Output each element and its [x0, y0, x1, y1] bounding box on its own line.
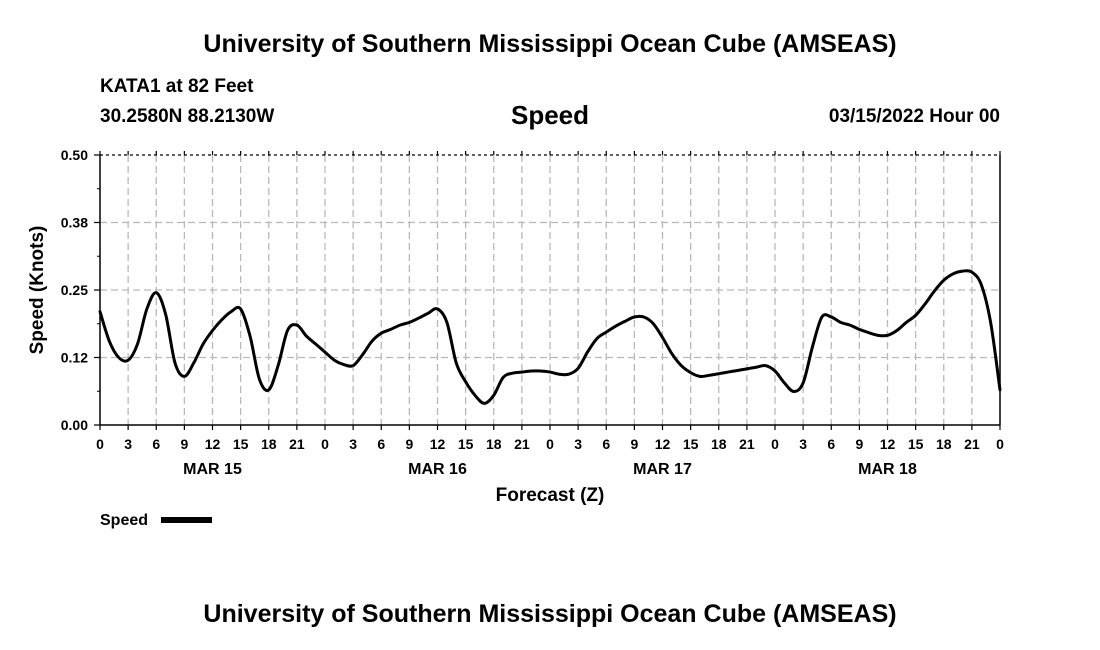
- x-tick-label: 0: [546, 436, 554, 452]
- x-tick-label: 6: [602, 436, 610, 452]
- day-label: MAR 17: [633, 461, 692, 478]
- x-tick-label: 18: [486, 436, 502, 452]
- x-tick-labels: 0 3 6 9 12 15 18 21 0 3 6 9 12 15 18 21 0 3 6 9 12 15 18 21 0 3 6 9…: [96, 436, 1004, 452]
- variable-title: Speed: [510, 100, 590, 130]
- x-tick-label: 6: [377, 436, 385, 452]
- legend: Speed: [100, 512, 212, 529]
- x-tick-label: 0: [771, 436, 779, 452]
- x-tick-label: 0: [321, 436, 329, 452]
- station-name: KATA1 at 82 Feet: [100, 76, 254, 97]
- x-tick-label: 12: [655, 436, 671, 452]
- x-tick-label: 12: [205, 436, 221, 452]
- x-tick-label: 12: [880, 436, 896, 452]
- x-tick-label: 18: [711, 436, 727, 452]
- x-tick-label: 15: [683, 436, 699, 452]
- x-tick-label: 3: [799, 436, 807, 452]
- y-tick-label: 0.38: [61, 215, 88, 231]
- y-tick-label: 0.00: [61, 417, 88, 433]
- x-tick-label: 21: [739, 436, 755, 452]
- x-tick-label: 6: [827, 436, 835, 452]
- speed-chart: 0.00 0.12 0.25 0.38 0.50 0 3 6 9 12 15 18 21 0 3 6 9 12 1…: [27, 147, 1004, 529]
- x-tick-label: 9: [405, 436, 413, 452]
- x-tick-label: 9: [855, 436, 863, 452]
- x-tick-label: 21: [289, 436, 305, 452]
- x-tick-label: 15: [908, 436, 924, 452]
- y-axis-label: Speed (Knots): [27, 226, 48, 355]
- x-tick-label: 12: [430, 436, 446, 452]
- series-line-speed: [98, 269, 1002, 405]
- x-tick-label: 3: [574, 436, 582, 452]
- x-tick-label: 3: [349, 436, 357, 452]
- x-axis-label: Forecast (Z): [496, 485, 605, 506]
- footer-title: University of Southern Mississippi Ocean…: [203, 600, 897, 628]
- x-tick-label: 0: [96, 436, 104, 452]
- y-tick-label: 0.25: [61, 282, 88, 298]
- y-tick-label: 0.12: [61, 350, 88, 366]
- y-tick-label: 0.50: [61, 147, 88, 163]
- x-tick-label: 21: [514, 436, 530, 452]
- day-labels: MAR 15 MAR 16 MAR 17 MAR 18: [183, 461, 917, 478]
- station-coordinates: 30.2580N 88.2130W: [100, 106, 275, 127]
- series: [98, 269, 1002, 405]
- x-tick-label: 0: [996, 436, 1004, 452]
- x-tick-label: 6: [152, 436, 160, 452]
- x-tick-label: 9: [180, 436, 188, 452]
- y-tick-labels: 0.00 0.12 0.25 0.38 0.50: [61, 147, 88, 433]
- x-tick-label: 18: [261, 436, 277, 452]
- forecast-datetime: 03/15/2022 Hour 00: [828, 106, 1000, 127]
- chart-title: University of Southern Mississippi Ocean…: [203, 30, 897, 58]
- axes: [94, 151, 1001, 430]
- x-tick-label: 18: [936, 436, 952, 452]
- x-tick-label: 15: [233, 436, 249, 452]
- grid: [100, 155, 1000, 425]
- day-label: MAR 16: [408, 461, 467, 478]
- legend-label-speed: Speed: [100, 512, 148, 529]
- day-label: MAR 15: [183, 461, 242, 478]
- day-label: MAR 18: [858, 461, 917, 478]
- x-tick-label: 3: [124, 436, 132, 452]
- x-tick-label: 21: [964, 436, 980, 452]
- x-tick-label: 9: [630, 436, 638, 452]
- x-tick-label: 15: [458, 436, 474, 452]
